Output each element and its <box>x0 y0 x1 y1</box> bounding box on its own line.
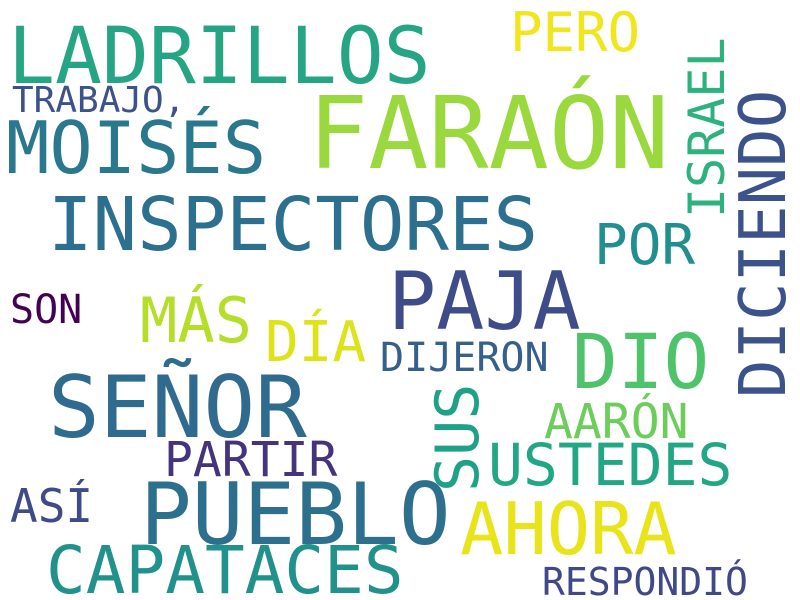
word-pero: PERO <box>510 1 641 64</box>
word-dio: DIO <box>572 317 710 406</box>
word-partir: PARTIR <box>164 432 338 488</box>
word-paja: PAJA <box>388 255 581 348</box>
word-diciendo: DICIENDO <box>727 89 800 398</box>
word-ustedes: USTEDES <box>488 431 733 499</box>
word-por: POR <box>594 213 696 278</box>
word-ladrillos: LADRILLOS <box>8 12 431 102</box>
word-senor: SEÑOR <box>48 358 307 458</box>
word-capataces: CAPATACES <box>46 532 404 600</box>
word-pueblo: PUEBLO <box>140 465 451 565</box>
word-inspectores: INSPECTORES <box>48 182 539 268</box>
word-respondio: RESPONDIÓ <box>542 560 748 600</box>
word-dia: DÍA <box>265 310 367 375</box>
word-moises: MOISÉS <box>6 106 267 190</box>
word-faraon: FARAÓN <box>308 75 670 192</box>
word-dijeron: DIJERON <box>380 335 549 381</box>
word-son: SON <box>10 287 83 333</box>
word-sus: SUS <box>423 383 493 492</box>
word-ahora: AHORA <box>460 487 677 571</box>
word-mas: MÁS <box>140 284 252 357</box>
word-asi: ASÍ <box>10 479 94 533</box>
word-israel: ISRAEL <box>678 37 736 218</box>
word-aaron: AARÓN <box>544 394 689 450</box>
word-trabajo: TRABAJO, <box>12 80 186 121</box>
